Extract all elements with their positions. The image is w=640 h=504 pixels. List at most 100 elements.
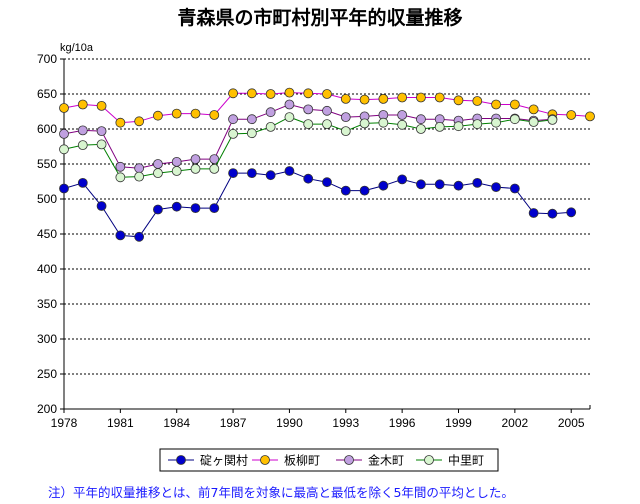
x-tick-label-1987: 1987 [220, 416, 247, 430]
data-point-1-1998 [434, 179, 445, 190]
y-tick-label-600: 600 [37, 122, 57, 136]
y-tick-label-300: 300 [37, 332, 57, 346]
x-tick-label-1999: 1999 [445, 416, 472, 430]
y-tick-label-250: 250 [37, 367, 57, 381]
data-point-1-1994 [359, 185, 370, 196]
x-tick-label-1993: 1993 [332, 416, 359, 430]
y-tick-labels: 200 250 300 350 400 450 500 550 600 650 700 [37, 52, 57, 416]
data-point-2-1987 [228, 88, 238, 99]
data-point-3-1978 [59, 128, 69, 139]
data-point-3-1989 [265, 107, 276, 118]
series-3 [59, 99, 558, 174]
legend-marker-3 [344, 455, 354, 465]
data-point-2-2001 [491, 99, 501, 110]
data-point-4-1981 [115, 172, 126, 183]
data-point-4-1992 [322, 119, 332, 129]
data-point-2-1981 [115, 117, 126, 128]
data-point-1-1992 [322, 177, 332, 188]
data-point-3-1993 [340, 112, 351, 122]
data-point-3-1985 [190, 154, 201, 165]
chart-title: 青森県の市町村別平年的収量推移 [177, 6, 462, 29]
data-point-2-1989 [265, 89, 276, 99]
data-point-1-1989 [265, 170, 276, 181]
data-point-3-1991 [303, 104, 314, 115]
legend: 碇ヶ関村 板柳町 金木町 中里町 [159, 448, 499, 472]
data-point-1-1980 [96, 201, 107, 211]
series-layer [59, 87, 595, 242]
data-point-4-1978 [59, 144, 69, 155]
data-point-4-1984 [171, 166, 182, 176]
data-point-4-1987 [228, 128, 238, 139]
legend-label-1: 碇ヶ関村 [200, 454, 248, 468]
y-axis-unit-label: kg/10a [60, 42, 94, 54]
data-point-1-1996 [397, 174, 408, 185]
data-point-1-2000 [472, 177, 483, 188]
data-point-4-1999 [453, 121, 464, 132]
y-tick-label-650: 650 [37, 87, 57, 101]
data-point-2-2002 [509, 99, 520, 110]
axes [60, 58, 591, 413]
data-point-3-1992 [322, 105, 332, 116]
data-point-3-1984 [171, 156, 182, 167]
data-point-2-1994 [359, 94, 370, 105]
x-tick-label-1978: 1978 [51, 416, 78, 430]
data-point-1-1984 [171, 201, 182, 212]
x-tick-label-1990: 1990 [276, 416, 303, 430]
data-point-4-1997 [416, 124, 426, 134]
data-point-3-1987 [228, 114, 238, 125]
data-point-2-2000 [472, 96, 483, 106]
data-point-3-1982 [134, 163, 145, 174]
data-point-4-1996 [397, 119, 408, 130]
data-point-1-1997 [416, 179, 426, 190]
x-tick-label-2005: 2005 [558, 416, 585, 430]
data-point-2-2006 [585, 111, 595, 122]
series-line-1 [63, 170, 572, 238]
data-point-3-1996 [397, 110, 408, 120]
x-tick-label-1981: 1981 [107, 416, 134, 430]
data-point-2-1984 [171, 108, 182, 119]
data-point-2-1983 [153, 110, 163, 121]
series-1 [59, 166, 577, 242]
data-point-4-1995 [378, 117, 389, 128]
data-point-1-2002 [509, 183, 520, 194]
data-point-4-1982 [134, 171, 145, 182]
data-point-2-1988 [246, 88, 257, 99]
data-point-1-1982 [134, 231, 145, 242]
legend-marker-4 [424, 455, 434, 465]
legend-label-4: 中里町 [448, 453, 484, 468]
data-point-1-2004 [547, 208, 558, 219]
data-point-1-1990 [284, 166, 295, 176]
data-point-2-1982 [134, 116, 145, 127]
data-point-3-1981 [115, 161, 126, 172]
data-point-2-1986 [209, 110, 220, 120]
data-point-4-1985 [190, 163, 201, 174]
y-tick-label-550: 550 [37, 157, 57, 171]
data-point-3-1980 [96, 126, 107, 137]
data-point-1-1986 [209, 203, 220, 214]
data-point-4-2002 [509, 114, 520, 125]
data-point-2-1992 [322, 89, 332, 99]
data-point-4-1988 [246, 128, 257, 139]
x-tick-label-1984: 1984 [163, 416, 190, 430]
data-point-3-1986 [209, 154, 220, 165]
data-point-1-1988 [246, 168, 257, 179]
x-tick-label-1996: 1996 [389, 416, 416, 430]
data-point-4-1986 [209, 163, 220, 174]
data-point-1-1981 [115, 230, 126, 241]
y-tick-label-200: 200 [37, 402, 57, 416]
y-tick-label-700: 700 [37, 52, 57, 66]
data-point-3-1988 [246, 114, 257, 125]
data-point-2-1996 [397, 92, 408, 103]
data-point-2-1978 [59, 103, 69, 113]
data-point-4-1990 [284, 112, 295, 122]
legend-label-2: 板柳町 [284, 454, 320, 468]
data-point-1-1978 [59, 183, 69, 194]
data-point-2-1985 [190, 108, 201, 119]
legend-marker-2 [260, 455, 270, 465]
data-point-2-2003 [528, 104, 539, 115]
data-point-2-2005 [566, 110, 577, 120]
footnote: 注）平年的収量推移とは、前7年間を対象に最高と最低を除く5年間の平均とした。 [48, 485, 514, 500]
data-point-4-1980 [96, 139, 107, 150]
x-tick-labels: 1978 1981 1984 1987 1990 1993 1996 1999 2002 2005 [51, 416, 585, 430]
